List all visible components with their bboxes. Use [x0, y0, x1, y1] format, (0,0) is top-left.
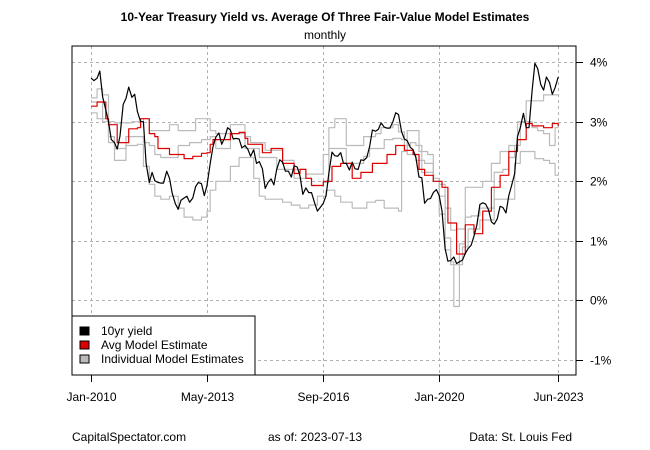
x-tick-label: Sep-2016 [297, 390, 349, 404]
x-tick-label: Jan-2020 [414, 390, 464, 404]
legend-box [71, 315, 256, 376]
series-line-10yr-yield [90, 62, 559, 265]
footer-source-site: CapitalSpectator.com [72, 430, 186, 444]
legend-swatch-10yr-yield [79, 326, 90, 336]
x-axis: Jan-2010 May-2013 Sep-2016 Jan-2020 Jun-2023 [66, 375, 584, 404]
legend-label-individual-models: Individual Model Estimates [101, 352, 244, 366]
legend-label-avg-model: Avg Model Estimate [101, 338, 208, 352]
x-tick-label: Jun-2023 [533, 390, 583, 404]
y-tick-label: 3% [590, 116, 608, 130]
y-tick-label: 0% [590, 294, 608, 308]
x-tick-label: May-2013 [181, 390, 235, 404]
y-tick-label: 1% [590, 235, 608, 249]
y-tick-label: -1% [590, 354, 612, 368]
series-line-avg-model-estimate [91, 101, 559, 255]
legend: 10yr yield Avg Model Estimate Individual… [71, 315, 256, 376]
legend-swatch-avg-model [79, 340, 90, 350]
footer-data-source: Data: St. Louis Fed [469, 430, 572, 444]
series-group [90, 62, 559, 308]
footer-as-of-date: as of: 2023-07-13 [268, 430, 362, 444]
series-line-individual-model-estimate [91, 101, 559, 266]
y-axis: 4% 3% 2% 1% 0% -1% [576, 56, 612, 368]
y-tick-label: 4% [590, 56, 608, 70]
legend-label-10yr-yield: 10yr yield [101, 324, 152, 338]
x-tick-label: Jan-2010 [66, 390, 116, 404]
chart-subtitle: monthly [304, 28, 346, 42]
y-tick-label: 2% [590, 175, 608, 189]
series-line-individual-model-estimate [91, 112, 559, 308]
chart-title: 10-Year Treasury Yield vs. Average Of Th… [121, 10, 530, 24]
legend-swatch-individual-models [79, 354, 90, 364]
